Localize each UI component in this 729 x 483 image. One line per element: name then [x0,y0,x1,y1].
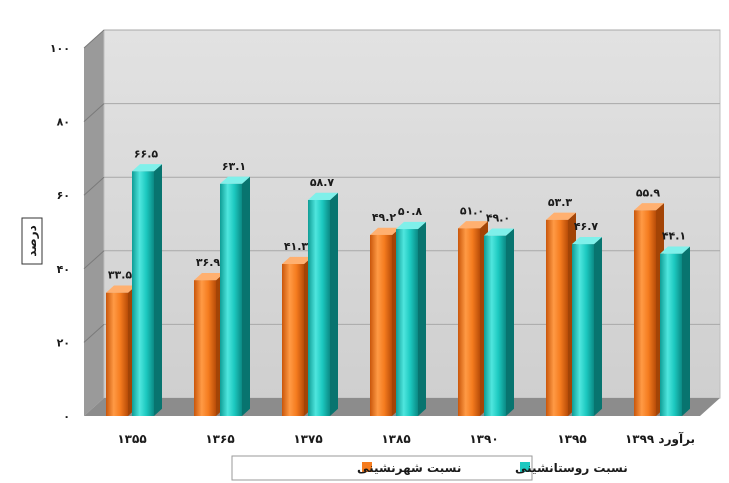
x-tick-label: ۱۳۵۵ [117,432,146,446]
x-tick-label: برآورد ۱۳۹۹ [625,431,695,447]
data-label: ۴۱.۳ [284,240,309,253]
data-label: ۴۹.۰ [486,212,510,225]
data-label: ۶۶.۵ [134,147,159,160]
side-gridline [83,324,105,343]
bar-urban [194,273,224,416]
x-tick-label: ۱۳۷۵ [293,432,322,446]
bar-rural [660,246,690,416]
legend: نسبت روستانشینی نسبت شهرنشینی [231,455,628,481]
y-tick-label: ۲۰ [57,336,70,349]
bar-rural [308,192,338,416]
side-gridline [83,250,105,270]
y-axis-ticks: ۰ ۲۰ ۴۰ ۶۰ ۸۰ ۱۰۰ [50,42,70,423]
data-label: ۳۳.۵ [108,269,133,282]
bar-urban [634,203,664,416]
x-tick-label: ۱۳۹۵ [557,432,586,446]
bars [106,164,690,416]
bar-rural [572,236,602,416]
chart-side-wall [84,30,104,416]
side-gridline [83,176,105,196]
data-label: ۵۵.۹ [636,186,661,199]
bar-urban [282,256,312,416]
y-axis-label: درصد [25,225,39,257]
side-gridline [83,29,105,49]
data-label: ۵۱.۰ [460,204,484,217]
y-tick-label: ۰ [63,410,70,423]
x-tick-label: ۱۳۸۵ [381,432,410,446]
legend-swatch-rural [520,462,530,472]
bar-rural [484,228,514,416]
data-label: ۵۰.۸ [398,205,423,218]
bar-urban [458,221,488,416]
data-label: ۴۴.۱ [662,230,686,243]
x-axis-labels: ۱۳۵۵ ۱۳۶۵ ۱۳۷۵ ۱۳۸۵ ۱۳۹۰ ۱۳۹۵ برآورد ۱۳۹۹ [117,431,695,447]
bar-urban [370,227,400,416]
y-tick-label: ۶۰ [57,189,70,202]
data-label: ۶۳.۱ [222,160,246,173]
bar-rural [220,176,250,416]
legend-label-urban: نسبت شهرنشینی [357,461,461,475]
y-tick-label: ۸۰ [57,116,70,129]
data-labels: ۳۳.۵ ۶۶.۵ ۳۶.۹ ۶۳.۱ ۴۱.۳ ۵۸.۷ ۴۹.۲ ۵۰.۸ ۵۱.۰۴۹.۰… [108,147,686,281]
legend-swatch-urban [362,462,372,472]
y-axis-title: درصد [21,217,43,265]
x-tick-label: ۱۳۶۵ [205,432,234,446]
data-label: ۴۹.۲ [372,211,397,224]
bar-rural [396,221,426,416]
bar-urban [106,285,136,416]
data-label: ۵۳.۳ [548,196,573,209]
bar-urban [546,212,576,416]
y-tick-label: ۴۰ [57,263,70,276]
bar-rural [132,164,162,416]
y-tick-label: ۱۰۰ [50,42,70,55]
x-tick-label: ۱۳۹۰ [469,432,498,446]
legend-label-rural: نسبت روستانشینی [515,461,628,476]
data-label: ۳۶.۹ [196,256,221,269]
data-label: ۵۸.۷ [310,176,335,189]
data-label: ۴۶.۷ [574,220,599,233]
side-gridline [83,103,105,122]
